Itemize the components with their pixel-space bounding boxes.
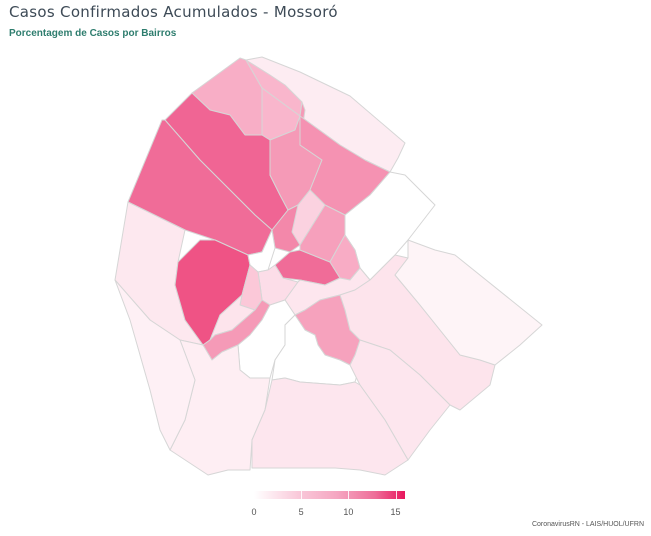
- region-n15[interactable]: 2: [291, 189, 326, 246]
- legend-tick-label: 5: [298, 507, 304, 517]
- region-n26[interactable]: 1: [251, 377, 409, 476]
- region-n18[interactable]: 0.3: [394, 239, 543, 366]
- legend-tick-mark: [395, 491, 397, 499]
- chart-subtitle: Porcentagem de Casos por Bairros: [9, 28, 177, 39]
- chart-title: Casos Confirmados Acumulados - Mossoró: [9, 3, 338, 21]
- legend-tick-label: 0: [251, 507, 257, 517]
- legend-tick-mark: [348, 491, 350, 499]
- legend-tick-mark: [301, 491, 303, 499]
- region-n05[interactable]: 12: [127, 119, 273, 256]
- region-n27[interactable]: 0.5: [114, 279, 196, 451]
- legend-tick-label: 15: [390, 507, 401, 517]
- legend-tick-label: 10: [343, 507, 354, 517]
- color-legend: 0 5 10 15: [251, 491, 405, 521]
- legend-gradient-bar: [254, 491, 405, 499]
- source-credit: CoronavirusRN - LAIS/HUOL/UFRN: [531, 521, 644, 528]
